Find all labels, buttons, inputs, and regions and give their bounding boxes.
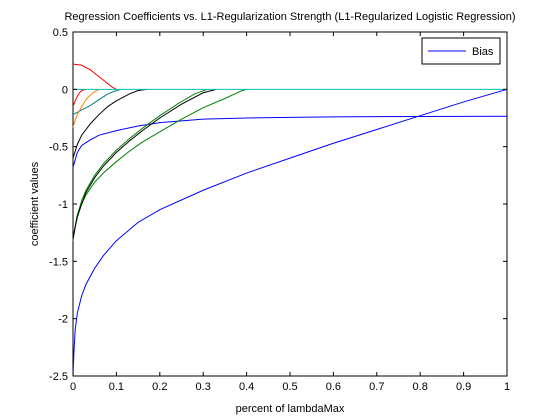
- x-tick-label: 0.8: [413, 381, 428, 393]
- x-tick-label: 0.2: [152, 381, 167, 393]
- tick-layer: 0 0.1 0.2 0.3 0.4 0.5 0.6 0.7 0.8 0.9 1 0.5 0 -0.5 -1 -…: [49, 27, 510, 393]
- series-line-4: [72, 88, 217, 239]
- y-tick-label: -1: [58, 199, 68, 211]
- series-line-6: [72, 88, 121, 116]
- x-tick-label: 0.4: [239, 381, 254, 393]
- y-tick-label: -0.5: [49, 142, 68, 154]
- series-line-5: [72, 88, 147, 159]
- legend-label-bias: Bias: [472, 46, 494, 58]
- y-axis-label: coefficient values: [29, 161, 41, 246]
- series-layer: [72, 63, 508, 377]
- plot-area: [72, 31, 508, 377]
- y-tick-label: -1.5: [49, 256, 68, 268]
- y-tick-label: -2.5: [49, 371, 68, 383]
- series-line-bias: [72, 88, 508, 377]
- series-line-9: [72, 88, 100, 128]
- x-tick-label: 1: [504, 381, 510, 393]
- x-tick-label: 0.3: [196, 381, 211, 393]
- x-axis-label: percent of lambdaMax: [236, 403, 345, 415]
- x-tick-label: 0.5: [282, 381, 297, 393]
- x-tick-label: 0.6: [326, 381, 341, 393]
- y-tick-label: 0: [62, 84, 68, 96]
- series-line-7: [72, 63, 117, 90]
- x-tick-label: 0.9: [456, 381, 471, 393]
- series-line-1: [72, 115, 508, 168]
- chart-title: Regression Coefficients vs. L1-Regulariz…: [64, 11, 515, 23]
- x-tick-label: 0: [70, 381, 76, 393]
- y-tick-label: -2: [58, 314, 68, 326]
- y-tick-label: 0.5: [53, 27, 68, 39]
- series-line-8: [72, 88, 87, 107]
- x-tick-label: 0.1: [109, 381, 124, 393]
- x-tick-label: 0.7: [369, 381, 384, 393]
- legend: Bias: [421, 37, 501, 65]
